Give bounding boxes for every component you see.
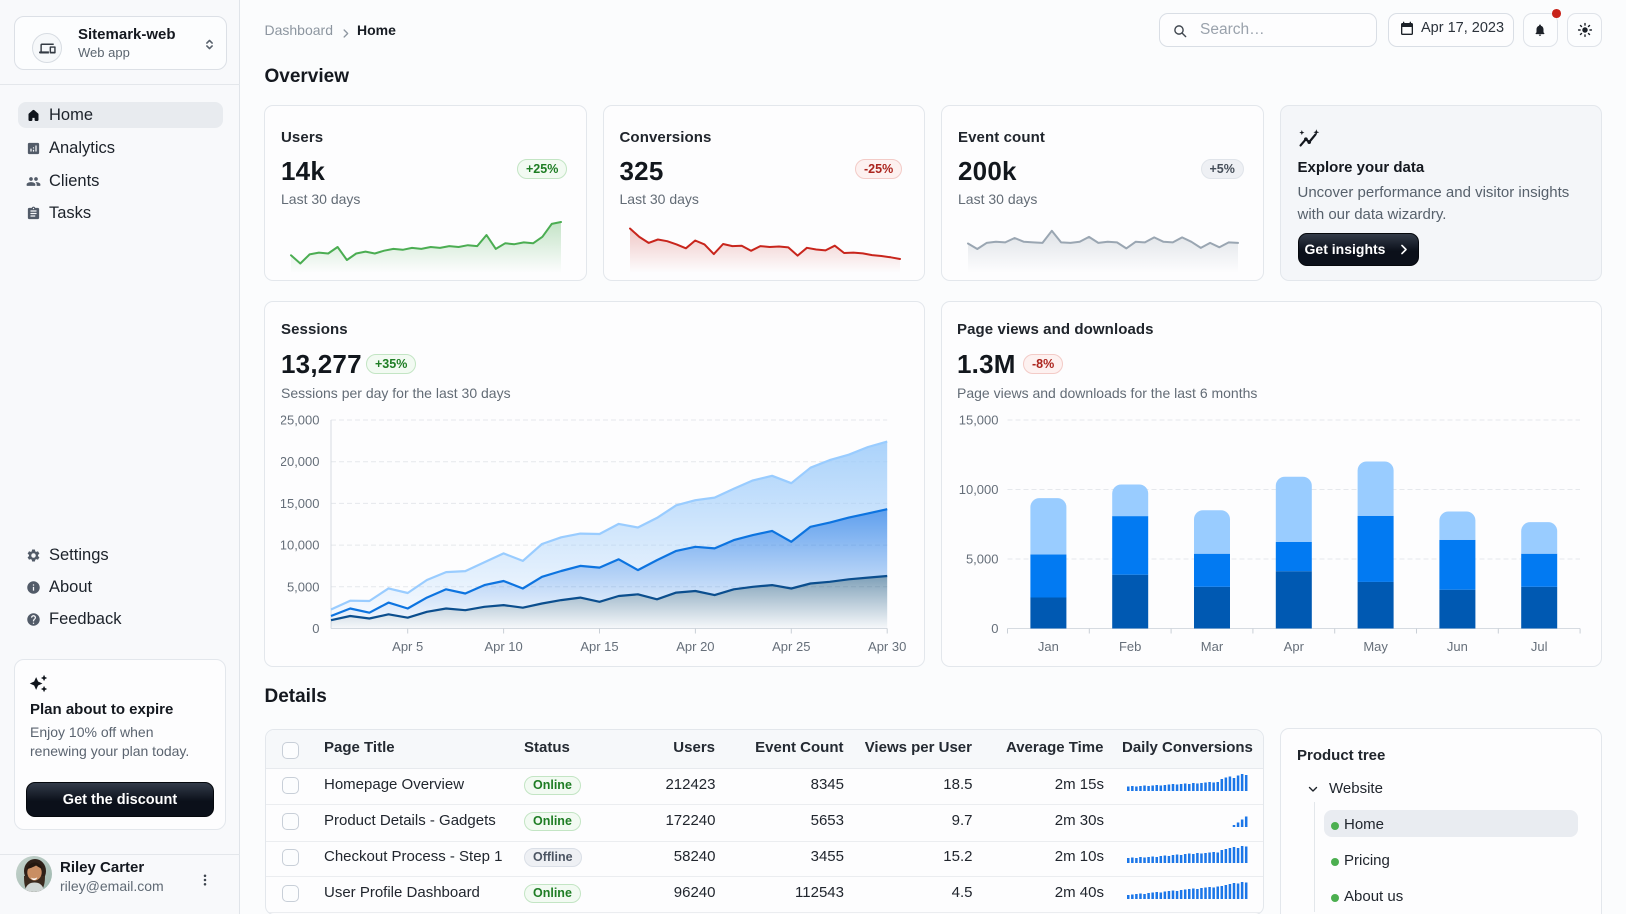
svg-text:Mar: Mar [1201,639,1224,654]
svg-text:Apr 15: Apr 15 [580,639,618,654]
svg-text:Apr 25: Apr 25 [772,639,810,654]
svg-text:Jul: Jul [1531,639,1548,654]
svg-text:Apr: Apr [1284,639,1305,654]
svg-text:5,000: 5,000 [287,579,320,594]
svg-text:0: 0 [991,621,998,636]
svg-text:Apr 5: Apr 5 [392,639,423,654]
svg-text:May: May [1363,639,1388,654]
svg-text:15,000: 15,000 [959,413,999,428]
svg-text:Apr 30: Apr 30 [868,639,906,654]
svg-text:Feb: Feb [1119,639,1141,654]
svg-text:5,000: 5,000 [966,552,999,567]
svg-text:Jun: Jun [1447,639,1468,654]
svg-text:25,000: 25,000 [281,413,320,428]
svg-text:Apr 10: Apr 10 [484,639,522,654]
svg-text:15,000: 15,000 [281,496,320,511]
svg-text:10,000: 10,000 [959,482,999,497]
svg-text:20,000: 20,000 [281,454,320,469]
svg-text:Apr 20: Apr 20 [676,639,714,654]
svg-text:10,000: 10,000 [281,538,320,553]
svg-text:Jan: Jan [1038,639,1059,654]
svg-text:0: 0 [312,621,319,636]
